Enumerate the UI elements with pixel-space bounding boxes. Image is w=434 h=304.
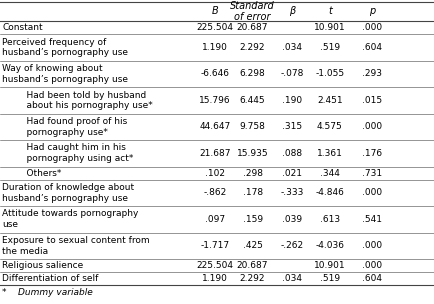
Text: .604: .604: [362, 43, 382, 52]
Text: -4.846: -4.846: [316, 188, 344, 197]
Text: .425: .425: [243, 241, 263, 250]
Text: Others*: Others*: [15, 169, 62, 178]
Text: .298: .298: [243, 169, 263, 178]
Text: .000: .000: [362, 188, 382, 197]
Text: Perceived frequency of
husband’s pornography use: Perceived frequency of husband’s pornogr…: [2, 38, 128, 57]
Text: .034: .034: [282, 274, 302, 283]
Text: .039: .039: [282, 215, 302, 224]
Text: Differentiation of self: Differentiation of self: [2, 274, 99, 283]
Text: 1.190: 1.190: [202, 43, 228, 52]
Text: .000: .000: [362, 241, 382, 250]
Text: Had found proof of his
    pornography use*: Had found proof of his pornography use*: [15, 117, 128, 137]
Text: -1.055: -1.055: [315, 70, 345, 78]
Text: Way of knowing about
husband’s pornography use: Way of knowing about husband’s pornograp…: [2, 64, 128, 84]
Text: 6.298: 6.298: [240, 70, 266, 78]
Text: Had caught him in his
    pornography using act*: Had caught him in his pornography using …: [15, 143, 134, 163]
Text: 4.575: 4.575: [317, 122, 343, 131]
Text: B: B: [211, 6, 218, 16]
Text: -1.717: -1.717: [200, 241, 230, 250]
Text: 1.361: 1.361: [317, 149, 343, 158]
Text: Constant: Constant: [2, 23, 43, 32]
Text: Religious salience: Religious salience: [2, 261, 83, 270]
Text: 20.687: 20.687: [237, 23, 268, 32]
Text: Attitude towards pornography
use: Attitude towards pornography use: [2, 209, 138, 229]
Text: p: p: [369, 6, 375, 16]
Text: 20.687: 20.687: [237, 261, 268, 270]
Text: 10.901: 10.901: [314, 261, 345, 270]
Text: .731: .731: [362, 169, 382, 178]
Text: .159: .159: [243, 215, 263, 224]
Text: .190: .190: [282, 96, 302, 105]
Text: 15.935: 15.935: [237, 149, 268, 158]
Text: 21.687: 21.687: [199, 149, 230, 158]
Text: .176: .176: [362, 149, 382, 158]
Text: 44.647: 44.647: [199, 122, 230, 131]
Text: Duration of knowledge about
husband’s pornography use: Duration of knowledge about husband’s po…: [2, 183, 134, 203]
Text: .315: .315: [282, 122, 302, 131]
Text: .000: .000: [362, 122, 382, 131]
Text: .102: .102: [205, 169, 225, 178]
Text: *    Dummy variable: * Dummy variable: [2, 288, 93, 297]
Text: t: t: [328, 6, 332, 16]
Text: .015: .015: [362, 96, 382, 105]
Text: -4.036: -4.036: [316, 241, 344, 250]
Text: 9.758: 9.758: [240, 122, 266, 131]
Text: -6.646: -6.646: [201, 70, 229, 78]
Text: .021: .021: [282, 169, 302, 178]
Text: β: β: [289, 6, 295, 16]
Text: 15.796: 15.796: [199, 96, 230, 105]
Text: .178: .178: [243, 188, 263, 197]
Text: 225.504: 225.504: [196, 23, 233, 32]
Text: .000: .000: [362, 261, 382, 270]
Text: .519: .519: [320, 274, 340, 283]
Text: 2.292: 2.292: [240, 274, 265, 283]
Text: -.333: -.333: [280, 188, 304, 197]
Text: .034: .034: [282, 43, 302, 52]
Text: Standard
of error: Standard of error: [230, 1, 275, 22]
Text: .344: .344: [320, 169, 340, 178]
Text: 10.901: 10.901: [314, 23, 345, 32]
Text: 1.190: 1.190: [202, 274, 228, 283]
Text: .097: .097: [205, 215, 225, 224]
Text: .519: .519: [320, 43, 340, 52]
Text: Had been told by husband
    about his pornography use*: Had been told by husband about his porno…: [15, 91, 153, 110]
Text: 2.292: 2.292: [240, 43, 265, 52]
Text: .604: .604: [362, 274, 382, 283]
Text: -.862: -.862: [203, 188, 227, 197]
Text: .000: .000: [362, 23, 382, 32]
Text: .613: .613: [320, 215, 340, 224]
Text: .541: .541: [362, 215, 382, 224]
Text: 2.451: 2.451: [317, 96, 343, 105]
Text: Exposure to sexual content from
the media: Exposure to sexual content from the medi…: [2, 236, 150, 256]
Text: 6.445: 6.445: [240, 96, 266, 105]
Text: -.078: -.078: [280, 70, 304, 78]
Text: .088: .088: [282, 149, 302, 158]
Text: 225.504: 225.504: [196, 261, 233, 270]
Text: .293: .293: [362, 70, 382, 78]
Text: -.262: -.262: [280, 241, 304, 250]
